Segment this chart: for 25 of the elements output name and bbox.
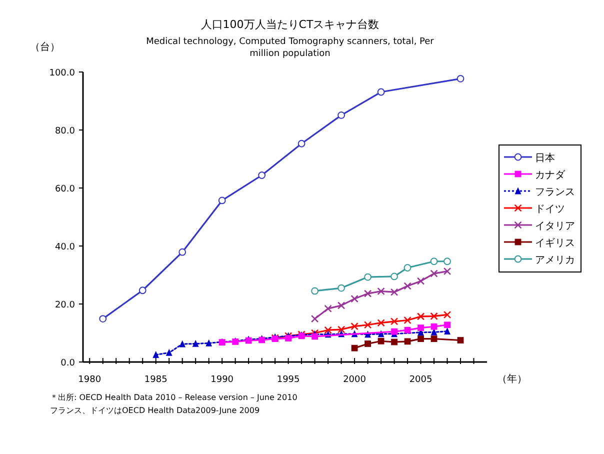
legend-label: ドイツ — [535, 204, 565, 215]
x-tick-label: 2005 — [409, 375, 432, 385]
y-axis-title: （台） — [30, 41, 60, 53]
y-tick-label: 100.0 — [49, 68, 76, 78]
legend-label: イタリア — [535, 221, 575, 232]
y-tick-label: 60.0 — [54, 184, 76, 194]
y-tick-label: 20.0 — [54, 300, 76, 310]
x-axis-title: （年） — [497, 373, 527, 385]
x-tick-label: 1990 — [210, 375, 234, 385]
chart-title: 人口100万人当たりCTスキャナ台数 — [200, 18, 380, 31]
legend-label: アメリカ — [535, 255, 575, 266]
x-tick-label: 1980 — [78, 375, 102, 385]
legend-label: イギリス — [535, 237, 575, 249]
legend-label: カナダ — [535, 169, 566, 181]
text: フランス、ドイツはOECD Health Data2009-June 2009 — [50, 406, 260, 415]
x-tick-label: 2000 — [343, 375, 366, 385]
legend-label: 日本 — [535, 152, 555, 164]
y-tick-label: 80.0 — [54, 126, 76, 136]
chart-subtitle: Medical technology, Computed Tomography scanners, total, Per million population — [146, 37, 434, 59]
y-tick-label: 40.0 — [54, 242, 76, 252]
x-tick-label: 1995 — [276, 375, 300, 385]
legend-label: フランス — [535, 187, 575, 198]
x-tick-label: 1985 — [144, 375, 168, 385]
y-tick-label: 0.0 — [60, 358, 76, 368]
text: ＊出所: OECD Health Data 2010 – Release version – June 2010 — [50, 393, 298, 402]
